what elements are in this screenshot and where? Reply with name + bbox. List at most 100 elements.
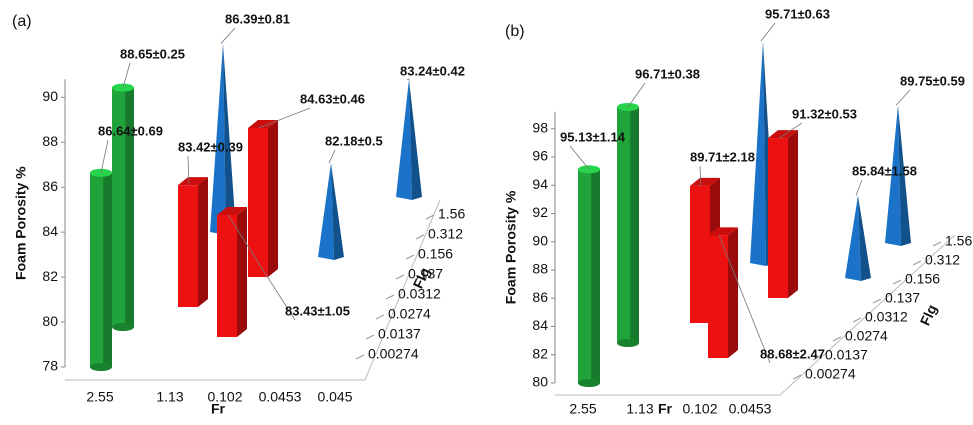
label-leader: [100, 139, 109, 173]
label-leader: [760, 22, 776, 42]
y-tick-label: 78: [42, 358, 58, 374]
y-tick-label: 82: [532, 345, 548, 361]
cone-right: [898, 105, 911, 246]
y-tick-label: 90: [42, 88, 58, 104]
z-tick: [892, 279, 902, 285]
label-leader: [258, 107, 311, 129]
z-tick: [852, 317, 862, 323]
bar: [178, 177, 208, 307]
label-leader: [187, 155, 190, 186]
bar-base: [90, 363, 112, 371]
value-label: 95.71±0.63: [765, 6, 830, 21]
bar-front: [248, 127, 268, 277]
z-axis-label: Flg: [917, 302, 940, 328]
y-tick-label: 86: [42, 178, 58, 194]
panel-label: (a): [12, 13, 32, 30]
label-leader: [855, 179, 863, 196]
label-leader: [778, 122, 803, 139]
cone-left: [885, 105, 901, 246]
value-label: 88.65±0.25: [120, 46, 185, 61]
z-tick: [832, 336, 842, 342]
bar-side: [788, 130, 798, 298]
z-tick-label: 0.0312: [398, 286, 441, 302]
z-tick: [365, 334, 375, 340]
label-leader: [895, 89, 911, 106]
bar-top: [708, 227, 738, 236]
value-label: 95.13±1.14: [560, 129, 626, 144]
y-tick-label: 80: [42, 313, 58, 329]
z-tick: [395, 274, 405, 280]
bar: [617, 102, 639, 347]
cone-left: [318, 163, 334, 260]
cone-left: [845, 195, 861, 281]
z-tick-label: 0.0274: [845, 328, 888, 344]
bar-front: [690, 185, 710, 323]
z-tick-label: 1.56: [438, 206, 465, 222]
x-axis-label: Fr: [658, 401, 673, 417]
y-tick-label: 80: [532, 374, 548, 390]
x-tick-label: 2.55: [86, 389, 113, 405]
bar-shade: [125, 87, 134, 328]
y-tick-label: 88: [532, 261, 548, 277]
z-tick: [375, 314, 385, 320]
label-leader: [328, 149, 336, 164]
z-tick: [355, 354, 365, 360]
z-tick-label: 1.56: [945, 233, 972, 249]
z-tick: [932, 241, 942, 247]
cone-left: [396, 79, 412, 200]
value-label: 83.42±0.39: [178, 139, 243, 154]
z-tick: [872, 298, 882, 304]
z-tick-label: 0.156: [905, 271, 940, 287]
bar-base: [112, 323, 134, 331]
value-label: 82.18±0.5: [325, 133, 383, 148]
z-tick-label: 0.00274: [368, 346, 419, 362]
value-label: 96.71±0.38: [635, 66, 700, 81]
z-tick: [385, 294, 395, 300]
y-tick-label: 86: [532, 289, 548, 305]
bar: [845, 195, 871, 281]
value-label: 85.84±1.58: [852, 163, 917, 178]
z-tick-label: 0.137: [408, 266, 443, 282]
x-tick-label: 0.102: [207, 389, 242, 405]
bar-top: [178, 177, 208, 186]
bar-shade: [630, 106, 639, 343]
z-tick-label: 0.156: [418, 246, 453, 262]
z-tick: [425, 214, 435, 220]
y-tick-label: 84: [42, 223, 58, 239]
bar-front: [178, 185, 198, 307]
bar-front: [768, 138, 788, 298]
z-tick-label: 0.0274: [388, 306, 431, 322]
cone-right: [409, 79, 422, 200]
z-tick: [912, 260, 922, 266]
z-tick: [792, 374, 802, 380]
z-tick: [415, 234, 425, 240]
label-leader: [220, 27, 236, 44]
floor: [65, 199, 441, 381]
y-tick-label: 84: [532, 317, 548, 333]
bar: [90, 168, 112, 371]
bar-top: [217, 206, 247, 215]
y-tick-label: 96: [532, 148, 548, 164]
x-axis-label: Fr: [211, 401, 226, 417]
y-axis-label: Foam Porosity %: [13, 166, 29, 280]
x-tick-label: 0.045: [317, 389, 352, 405]
z-tick: [405, 254, 415, 260]
bar-top: [248, 119, 278, 128]
value-label: 86.64±0.69: [98, 123, 163, 138]
z-tick: [812, 355, 822, 361]
z-tick-label: 0.312: [925, 252, 960, 268]
value-label: 83.24±0.42: [400, 63, 465, 78]
y-tick-label: 90: [532, 232, 548, 248]
z-tick-label: 0.0312: [865, 309, 908, 325]
cone-left: [750, 41, 766, 266]
value-label: 89.71±2.18: [690, 149, 755, 164]
bar-front: [217, 214, 237, 337]
bar-side: [198, 177, 208, 307]
value-label: 83.43±1.05: [285, 303, 350, 318]
cone-right: [331, 163, 344, 260]
bar: [885, 105, 911, 246]
value-label: 89.75±0.59: [900, 73, 965, 88]
x-tick-label: 0.102: [682, 401, 717, 417]
label-leader: [406, 78, 411, 81]
bar-side: [728, 227, 738, 358]
